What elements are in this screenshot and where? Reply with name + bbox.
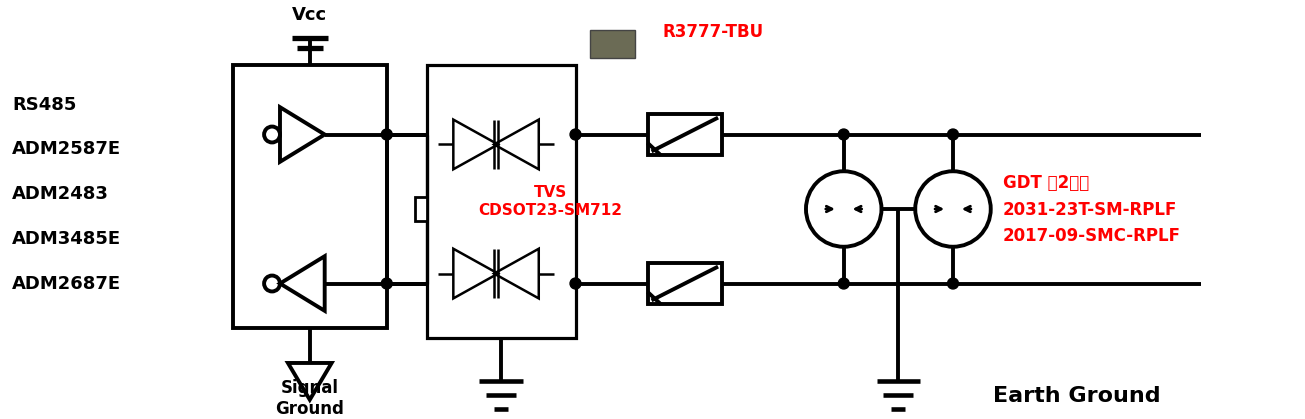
- Circle shape: [838, 278, 850, 289]
- Circle shape: [947, 129, 958, 140]
- Bar: [415, 197, 427, 221]
- Bar: [427, 65, 576, 338]
- Text: ADM2587E: ADM2587E: [12, 140, 121, 158]
- Text: TVS
CDSOT23-SM712: TVS CDSOT23-SM712: [479, 185, 622, 218]
- Circle shape: [570, 129, 581, 140]
- Text: ADM2687E: ADM2687E: [12, 274, 121, 292]
- Text: RS485: RS485: [12, 96, 77, 114]
- Text: ADM2483: ADM2483: [12, 185, 110, 203]
- Text: Signal
Ground: Signal Ground: [275, 379, 345, 418]
- Circle shape: [381, 278, 393, 289]
- Circle shape: [381, 129, 393, 140]
- Text: Earth Ground: Earth Ground: [993, 386, 1161, 406]
- Bar: [590, 30, 636, 58]
- Circle shape: [838, 129, 850, 140]
- Text: GDT （2极）
2031-23T-SM-RPLF
2017-09-SMC-RPLF: GDT （2极） 2031-23T-SM-RPLF 2017-09-SMC-RP…: [1002, 174, 1181, 245]
- Circle shape: [947, 278, 958, 289]
- Bar: [647, 263, 722, 304]
- Text: Vcc: Vcc: [292, 6, 328, 24]
- Circle shape: [570, 278, 581, 289]
- Bar: [647, 114, 722, 155]
- Text: ADM3485E: ADM3485E: [12, 230, 121, 248]
- Bar: [232, 65, 386, 328]
- Text: R3777-TBU: R3777-TBU: [663, 23, 763, 41]
